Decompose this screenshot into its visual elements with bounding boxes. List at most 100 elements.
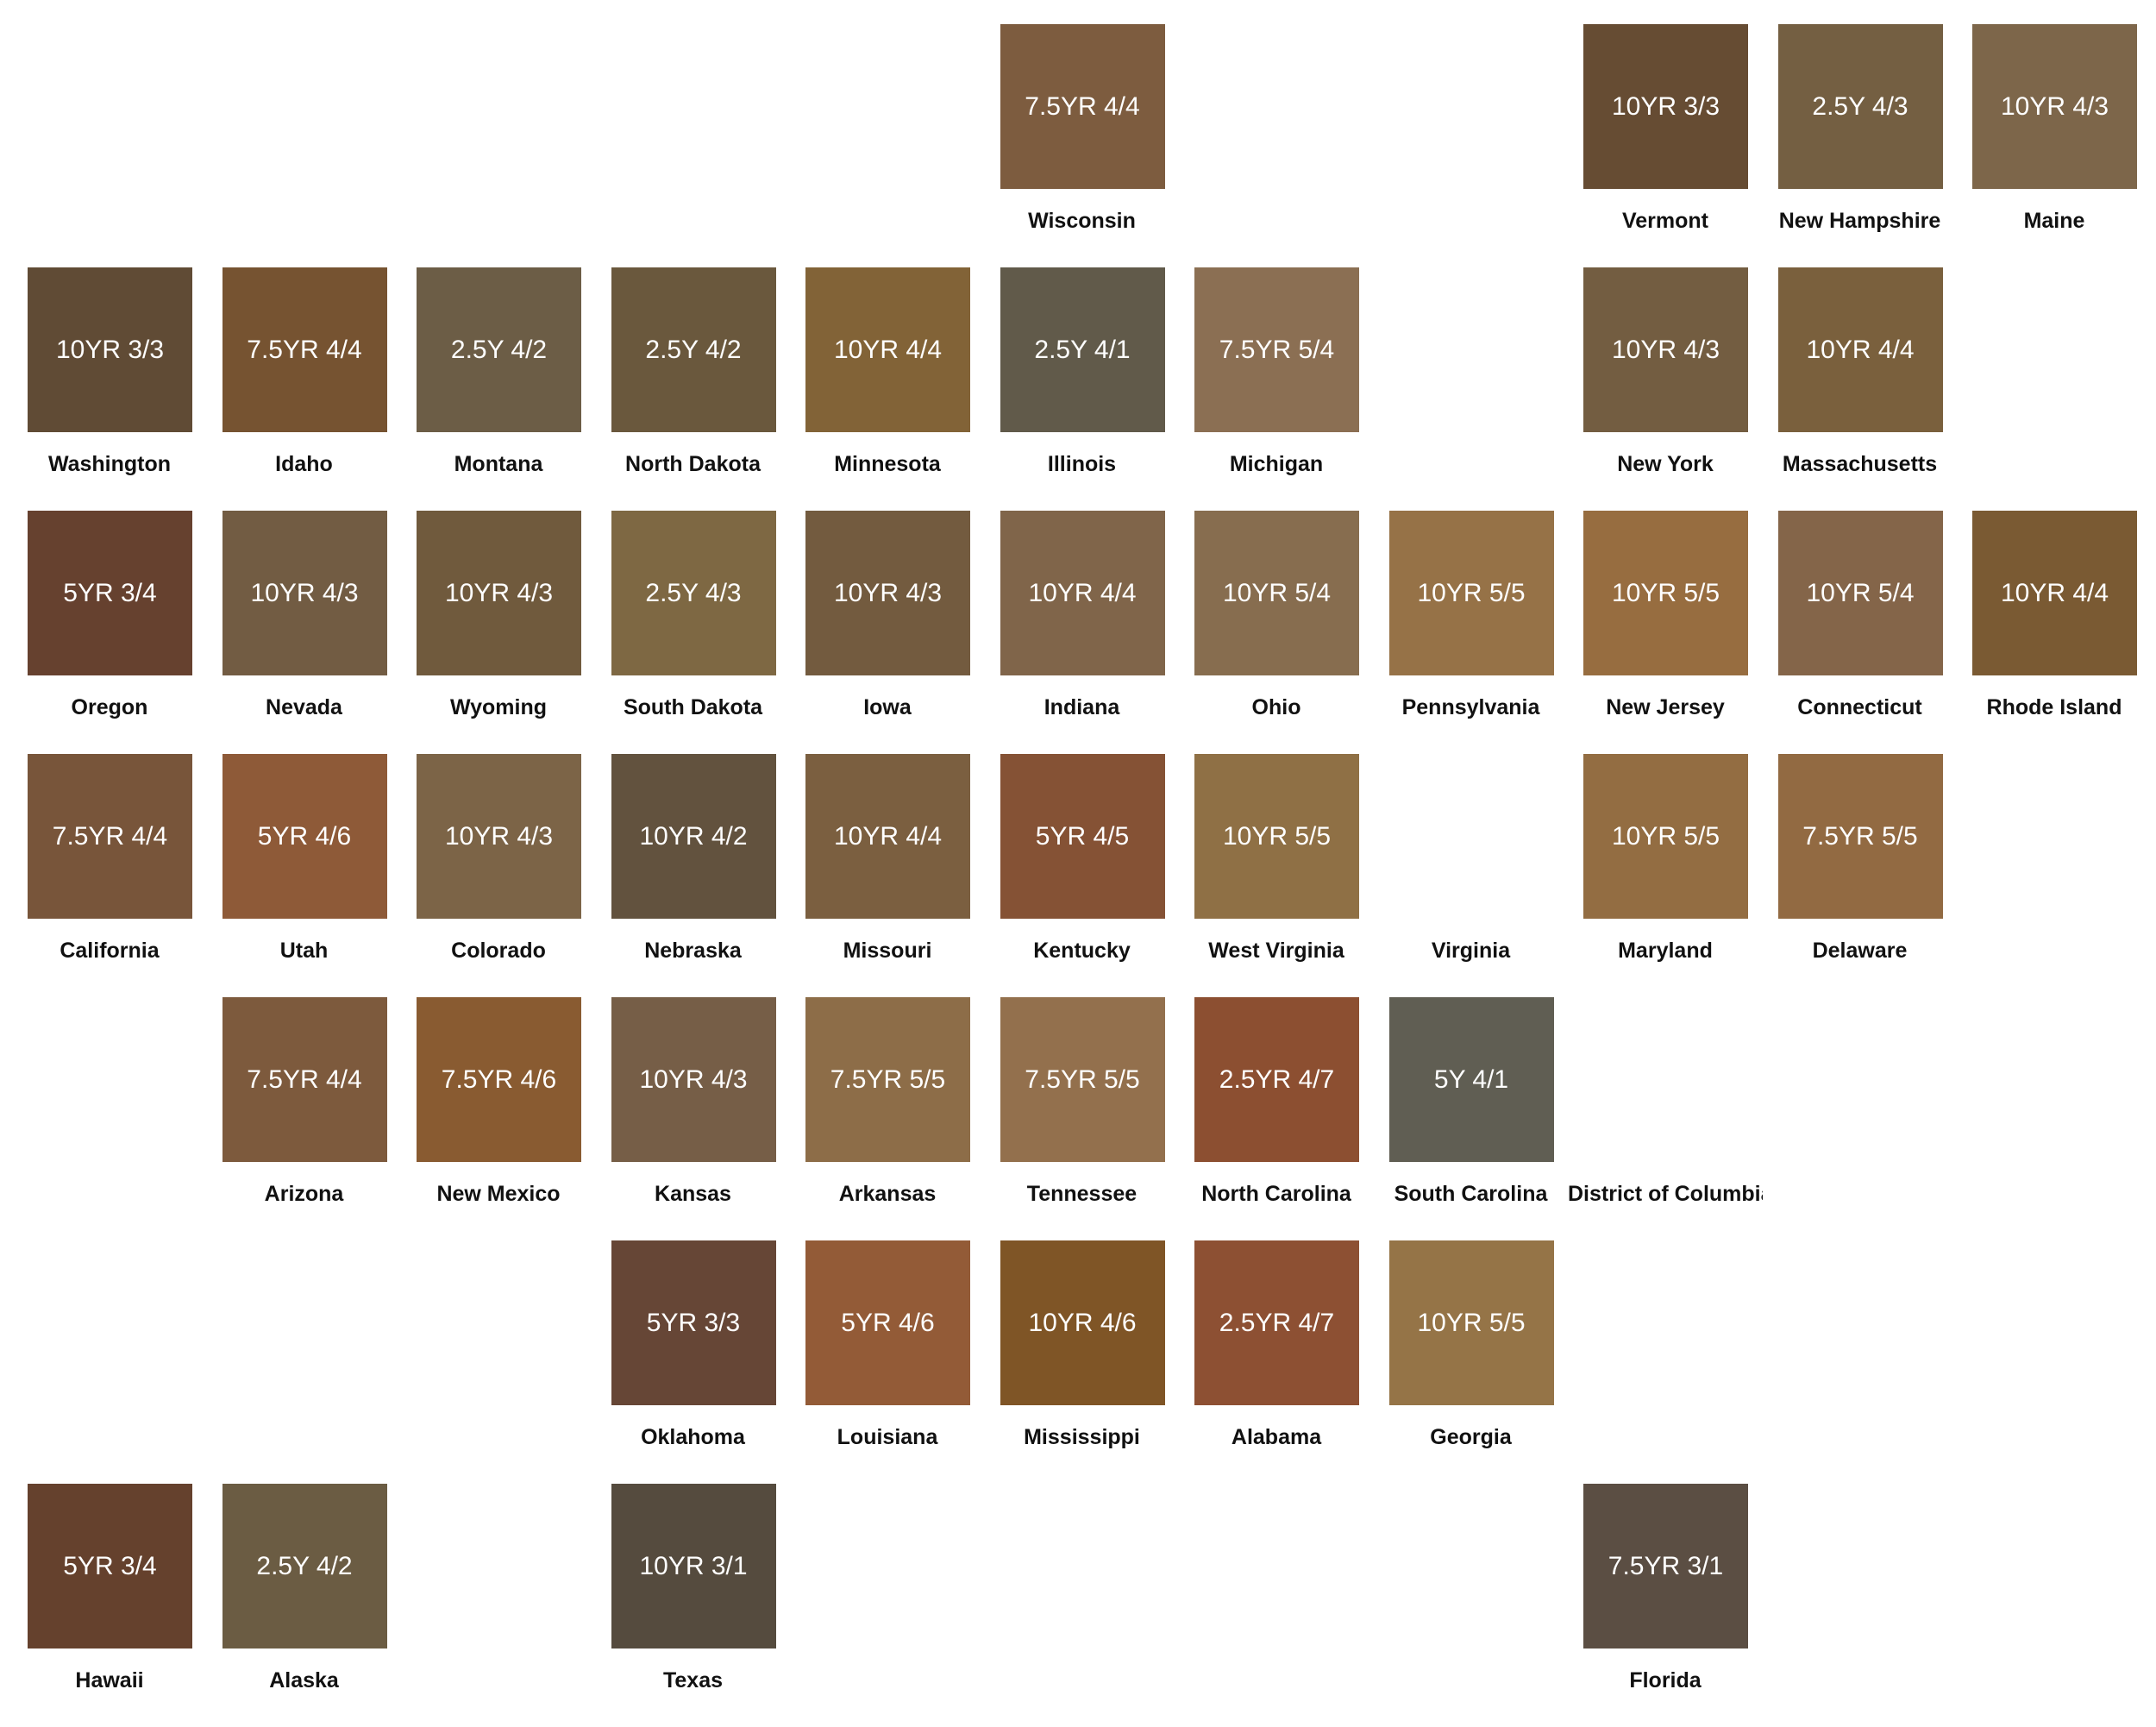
munsell-code: 10YR 5/5 (1417, 578, 1526, 607)
munsell-code: 10YR 4/3 (444, 821, 554, 851)
state-label: Arkansas (838, 1182, 937, 1206)
color-swatch: 7.5YR 4/4 (28, 754, 192, 919)
state-tile-idaho: 7.5YR 4/4 Idaho (222, 267, 417, 511)
munsell-code: 5Y 4/1 (1433, 1064, 1509, 1094)
color-swatch: 7.5YR 5/5 (805, 997, 970, 1162)
color-swatch: 5YR 3/4 (28, 1484, 192, 1648)
color-swatch: 10YR 5/4 (1194, 511, 1359, 675)
munsell-code: 7.5YR 4/4 (52, 821, 168, 851)
state-tile-washington: 10YR 3/3 Washington (28, 267, 222, 511)
munsell-code: 10YR 4/4 (2000, 578, 2109, 607)
state-tile-west-virginia: 10YR 5/5 West Virginia (1194, 754, 1389, 997)
munsell-code: 10YR 5/4 (1806, 578, 1915, 607)
color-swatch: 10YR 3/3 (28, 267, 192, 432)
state-label: North Carolina (1201, 1182, 1351, 1206)
munsell-code: 10YR 4/6 (1028, 1308, 1137, 1337)
state-tile-oregon: 5YR 3/4 Oregon (28, 511, 222, 754)
color-swatch: 7.5YR 4/4 (222, 997, 387, 1162)
munsell-code: 7.5YR 5/5 (830, 1064, 946, 1094)
state-tile-hawaii: 5YR 3/4 Hawaii (28, 1484, 222, 1727)
state-tile-tennessee: 7.5YR 5/5 Tennessee (1000, 997, 1195, 1240)
state-label: Iowa (863, 695, 912, 719)
munsell-code: 5YR 3/3 (646, 1308, 741, 1337)
color-swatch: 10YR 4/3 (611, 997, 776, 1162)
state-label: Alabama (1231, 1425, 1322, 1449)
color-swatch: 10YR 3/3 (1583, 24, 1748, 189)
munsell-code: 10YR 5/5 (1222, 821, 1332, 851)
state-tile-utah: 5YR 4/6 Utah (222, 754, 417, 997)
state-tile-rhode-island: 10YR 4/4 Rhode Island (1972, 511, 2156, 754)
state-label: Massachusetts (1782, 452, 1938, 476)
state-label: Minnesota (834, 452, 941, 476)
state-tile-new-mexico: 7.5YR 4/6 New Mexico (417, 997, 611, 1240)
color-swatch: 10YR 4/3 (1972, 24, 2137, 189)
state-tile-vermont: 10YR 3/3 Vermont (1583, 24, 1778, 267)
munsell-code: 10YR 4/4 (1806, 335, 1915, 364)
color-swatch: 10YR 5/5 (1583, 511, 1748, 675)
color-swatch: 7.5YR 4/4 (1000, 24, 1165, 189)
state-tile-maryland: 10YR 5/5 Maryland (1583, 754, 1778, 997)
state-label: Kentucky (1033, 939, 1131, 963)
munsell-code: 2.5Y 4/3 (1812, 91, 1908, 121)
state-tile-iowa: 10YR 4/3 Iowa (805, 511, 1000, 754)
state-label: Tennessee (1026, 1182, 1138, 1206)
munsell-code: 2.5Y 4/2 (450, 335, 548, 364)
munsell-code: 7.5YR 5/5 (1802, 821, 1918, 851)
state-label: Maine (2023, 209, 2085, 233)
color-swatch: 10YR 4/2 (611, 754, 776, 919)
state-tile-florida: 7.5YR 3/1 Florida (1583, 1484, 1778, 1727)
color-swatch: 10YR 5/4 (1777, 511, 1943, 675)
color-swatch: 10YR 5/5 (1194, 754, 1359, 919)
state-tile-wisconsin: 7.5YR 4/4 Wisconsin (1000, 24, 1195, 267)
state-label: Rhode Island (1986, 695, 2122, 719)
state-label: Alaska (269, 1668, 339, 1692)
state-tile-oklahoma: 5YR 3/3 Oklahoma (611, 1240, 806, 1484)
munsell-code: 2.5Y 4/1 (1034, 335, 1131, 364)
state-label: Maryland (1618, 939, 1713, 963)
state-label: California (60, 939, 160, 963)
color-swatch: 10YR 4/4 (805, 267, 970, 432)
state-label: Indiana (1044, 695, 1120, 719)
state-label: Ohio (1251, 695, 1301, 719)
state-label: Illinois (1047, 452, 1117, 476)
munsell-code: 10YR 4/4 (1028, 578, 1137, 607)
munsell-code: 7.5YR 5/5 (1025, 1064, 1140, 1094)
color-swatch (1583, 997, 1748, 1162)
color-swatch: 2.5Y 4/1 (1000, 267, 1165, 432)
state-label: Michigan (1229, 452, 1324, 476)
state-tile-maine: 10YR 4/3 Maine (1972, 24, 2156, 267)
color-swatch: 10YR 4/3 (805, 511, 970, 675)
munsell-code: 10YR 5/4 (1222, 578, 1332, 607)
state-label: Florida (1629, 1668, 1702, 1692)
state-tile-california: 7.5YR 4/4 California (28, 754, 222, 997)
state-label: Louisiana (837, 1425, 938, 1449)
state-tile-colorado: 10YR 4/3 Colorado (417, 754, 611, 997)
munsell-code: 5YR 4/5 (1035, 821, 1130, 851)
state-tile-pennsylvania: 10YR 5/5 Pennsylvania (1388, 511, 1584, 754)
munsell-code: 5YR 4/6 (257, 821, 352, 851)
state-tile-alabama: 2.5YR 4/7 Alabama (1194, 1240, 1389, 1484)
state-tile-ohio: 10YR 5/4 Ohio (1194, 511, 1389, 754)
color-swatch: 10YR 5/5 (1388, 511, 1554, 675)
munsell-code: 10YR 5/5 (1611, 578, 1720, 607)
state-label: Arizona (264, 1182, 344, 1206)
state-label: Connecticut (1797, 695, 1922, 719)
munsell-code: 2.5Y 4/3 (645, 578, 742, 607)
state-label: Oklahoma (641, 1425, 745, 1449)
color-swatch: 5Y 4/1 (1388, 997, 1554, 1162)
state-label: Missouri (843, 939, 932, 963)
munsell-code: 10YR 4/2 (639, 821, 748, 851)
color-swatch: 10YR 4/4 (805, 754, 970, 919)
munsell-code: 10YR 4/3 (2000, 91, 2109, 121)
state-tile-north-carolina: 2.5YR 4/7 North Carolina (1194, 997, 1389, 1240)
state-label: New York (1617, 452, 1714, 476)
color-swatch: 2.5YR 4/7 (1194, 997, 1359, 1162)
color-swatch: 10YR 4/4 (1972, 511, 2137, 675)
munsell-code: 7.5YR 4/6 (441, 1064, 557, 1094)
state-tile-georgia: 10YR 5/5 Georgia (1388, 1240, 1584, 1484)
state-tile-montana: 2.5Y 4/2 Montana (417, 267, 611, 511)
state-tile-district-of-columbia: District of Columbia (1568, 997, 1778, 1240)
state-tile-arkansas: 7.5YR 5/5 Arkansas (805, 997, 1000, 1240)
state-label: Colorado (451, 939, 546, 963)
